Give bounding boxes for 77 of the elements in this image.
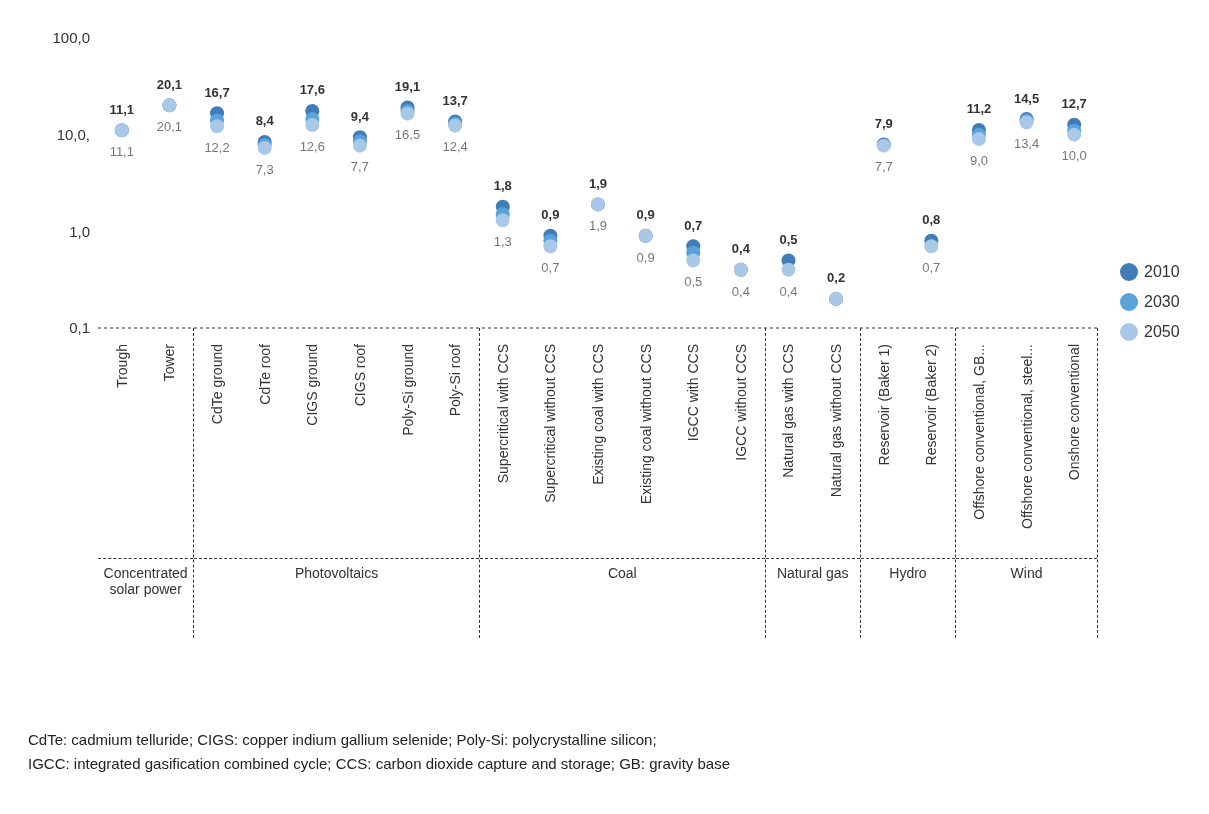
x-tick-label: Supercritical without CCS [542,344,559,503]
data-label: 0,9 [636,207,655,223]
data-label: 0,4 [731,283,750,299]
text: Concentrated solar power [98,558,194,597]
data-label: 11,2 [966,101,992,117]
data-label: 0,9 [541,207,560,223]
data-label: 13,7 [442,92,468,108]
x-tick-label: CdTe ground [209,344,226,425]
data-label: 0,4 [779,283,798,299]
data-label: 7,9 [874,116,893,132]
data-label: 11,1 [109,101,135,117]
x-tick-label: Poly-Si ground [399,344,416,436]
x-tick-label: IGCC without CCS [732,344,749,461]
data-label: 0,5 [684,274,703,290]
text: Natural gas [765,558,860,581]
data-label: 0,7 [541,260,560,276]
data-label: 13,4 [1013,136,1040,152]
y-tick-label: 1,0 [69,222,90,240]
data-label: 1,9 [588,218,608,234]
x-tick-label: Natural gas with CCS [780,344,797,478]
data-label: 12,2 [204,140,230,156]
x-tick-label: CdTe roof [256,343,273,405]
data-label: 10,0 [1061,148,1087,164]
x-tick-label: CIGS roof [351,343,368,407]
x-tick-label: Poly-Si roof [447,343,464,417]
x-tick-label: Reservoir (Baker 2) [923,344,940,466]
data-label: 14,5 [1013,90,1040,106]
data-label: 19,1 [394,78,421,94]
data-label: 7,3 [255,161,274,177]
x-tick-label: Reservoir (Baker 1) [875,344,892,466]
data-label: 7,7 [350,159,369,175]
text: Photovoltaics [194,558,479,581]
data-label: 1,8 [493,178,512,194]
x-tick-label: Offshore conventional, GB... [970,344,987,520]
data-label: 0,7 [684,217,703,233]
data-label: 12,7 [1061,96,1087,112]
x-tick-label: Tower [161,343,178,382]
y-tick-label: 10,0, [56,125,90,143]
data-label: 9,4 [350,108,370,124]
x-tick-label: Offshore conventional, steel... [1018,344,1035,529]
text: IGCC: integrated gasification combined cycle; CCS: carbon dioxide capture and storage; GB: gravity base [28,754,731,774]
data-label: 12,4 [442,139,468,155]
x-tick-label: CIGS ground [304,344,321,426]
data-label: 20,1 [156,119,183,135]
data-label: 1,3 [493,234,512,250]
y-tick-label: 0,1 [69,319,90,337]
x-tick-label: IGCC with CCS [685,344,702,442]
y-tick-label: 100,0 [52,29,90,47]
legend-label: 2010 [1143,263,1180,281]
data-label: 0,4 [731,241,751,257]
data-label: 16,5 [394,127,421,143]
x-tick-label: Natural gas without CCS [828,344,845,498]
text: Coal [479,558,765,581]
data-label: 0,5 [779,231,798,247]
text: CdTe: cadmium telluride; CIGS: copper indium gallium selenide; Poly-Si: polycrystalline silicon; [28,730,658,750]
x-tick-label: Existing coal without CCS [637,344,654,505]
data-label: 0,7 [922,260,941,276]
data-label: 0,8 [922,212,941,228]
data-label: 7,7 [874,159,893,175]
legend-label: 2030 [1143,293,1180,311]
text: Hydro [860,558,956,581]
data-label: 20,1 [156,76,183,92]
text: Wind [956,558,1097,581]
data-label: 9,0 [969,152,988,168]
data-label: 1,9 [588,175,608,191]
x-tick-label: Supercritical with CCS [494,344,511,484]
data-label: 8,4 [255,113,275,129]
data-label: 17,6 [299,82,325,98]
data-label: 11,1 [109,144,134,160]
x-tick-label: Existing coal with CCS [590,344,606,485]
data-label: 16,7 [204,84,230,100]
data-label: 0,9 [636,249,655,265]
data-label: 12,6 [299,138,325,154]
x-tick-label: Onshore conventional [1066,344,1083,481]
data-label: 0,2 [827,270,846,286]
x-tick-label: Trough [113,344,130,388]
legend-label: 2050 [1143,323,1180,341]
